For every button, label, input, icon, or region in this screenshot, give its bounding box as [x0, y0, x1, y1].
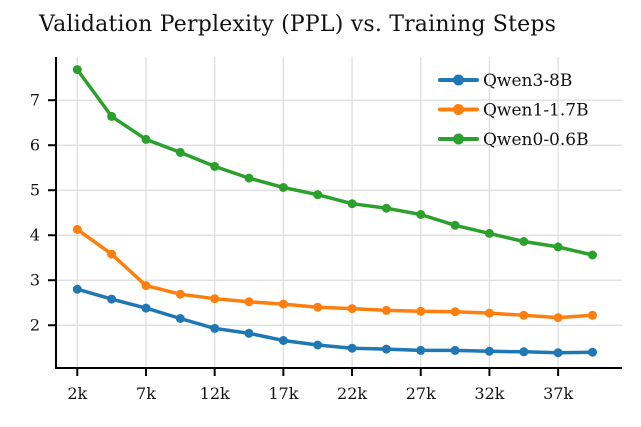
series-marker-qwen3-8b: [210, 323, 220, 333]
series-marker-qwen1-1-7b: [381, 305, 391, 315]
series-marker-qwen0-0-6b: [313, 190, 323, 200]
y-tick-label: 7: [30, 91, 40, 110]
x-tick-label: 12k: [200, 384, 230, 403]
series-line-qwen0-0-6b: [75, 67, 595, 257]
x-tick-label: 27k: [406, 384, 436, 403]
series-marker-qwen0-0-6b: [347, 199, 357, 209]
series-marker-qwen0-0-6b: [519, 237, 529, 246]
series-marker-qwen1-1-7b: [72, 224, 82, 234]
series-line-qwen1-1-7b: [75, 227, 595, 320]
series-marker-qwen1-1-7b: [553, 313, 563, 323]
y-tick-label: 4: [30, 226, 40, 245]
series-marker-qwen1-1-7b: [141, 281, 151, 291]
series-marker-qwen3-8b: [416, 345, 426, 355]
series-marker-qwen3-8b: [588, 347, 597, 357]
series-marker-qwen1-1-7b: [313, 302, 323, 312]
series-marker-qwen3-8b: [553, 348, 563, 358]
y-tick-label: 2: [30, 316, 40, 335]
series-marker-qwen0-0-6b: [175, 147, 185, 157]
legend-item-qwen3-8b: Qwen3-8B: [438, 71, 572, 91]
series-marker-qwen0-0-6b: [588, 250, 597, 260]
series-marker-qwen3-8b: [278, 336, 288, 345]
series-marker-qwen0-0-6b: [553, 242, 563, 252]
x-tick-label: 2k: [67, 384, 87, 403]
series-marker-qwen3-8b: [381, 344, 391, 354]
series-marker-qwen0-0-6b: [416, 210, 426, 219]
series-marker-qwen1-1-7b: [416, 306, 426, 316]
chart-title: Validation Perplexity (PPL) vs. Training…: [39, 12, 557, 37]
series-marker-qwen3-8b: [175, 314, 185, 323]
legend-item-qwen1-1-7b: Qwen1-1.7B: [438, 101, 589, 121]
series-marker-qwen1-1-7b: [210, 294, 220, 304]
series-marker-qwen0-0-6b: [107, 111, 117, 121]
legend-item-qwen0-0-6b: Qwen0-0.6B: [438, 130, 589, 150]
series-marker-qwen1-1-7b: [244, 297, 254, 307]
series-marker-qwen0-0-6b: [450, 220, 460, 230]
series-marker-qwen3-8b: [519, 347, 529, 357]
series-marker-qwen3-8b: [72, 284, 82, 294]
x-tick-label: 32k: [474, 384, 504, 403]
series-marker-qwen3-8b: [244, 328, 254, 338]
series-marker-qwen0-0-6b: [244, 173, 254, 183]
legend: Qwen3-8B Qwen1-1.7B Qwen0-0.6B: [438, 71, 589, 150]
legend-marker-icon: [453, 74, 464, 86]
series-marker-qwen3-8b: [347, 343, 357, 353]
series-marker-qwen1-1-7b: [278, 299, 288, 309]
series-marker-qwen3-8b: [450, 345, 460, 355]
legend-label: Qwen1-1.7B: [483, 101, 589, 121]
series-marker-qwen1-1-7b: [347, 304, 357, 314]
series-marker-qwen0-0-6b: [484, 228, 494, 238]
series-marker-qwen1-1-7b: [175, 289, 185, 299]
y-tick-label: 6: [30, 136, 40, 155]
series-marker-qwen0-0-6b: [381, 203, 391, 213]
series-marker-qwen3-8b: [107, 294, 117, 304]
series-marker-qwen1-1-7b: [519, 310, 529, 320]
series-marker-qwen0-0-6b: [72, 65, 82, 75]
legend-marker-icon: [453, 104, 464, 115]
series-line-qwen3-8b: [75, 287, 595, 355]
x-tick-label: 7k: [136, 384, 156, 403]
series-marker-qwen1-1-7b: [107, 249, 117, 259]
series-marker-qwen0-0-6b: [210, 161, 220, 171]
x-tick-label: 17k: [268, 384, 298, 403]
y-tick-label: 5: [30, 181, 40, 200]
series-marker-qwen3-8b: [141, 303, 151, 313]
legend-label: Qwen0-0.6B: [483, 130, 589, 150]
series-marker-qwen3-8b: [484, 346, 494, 356]
y-tick-label: 3: [30, 271, 40, 290]
legend-label: Qwen3-8B: [483, 71, 572, 91]
series-marker-qwen1-1-7b: [588, 310, 597, 320]
series-marker-qwen0-0-6b: [141, 134, 151, 144]
x-tick-label: 22k: [337, 384, 367, 403]
legend-marker-icon: [453, 133, 464, 145]
series-marker-qwen0-0-6b: [278, 183, 288, 192]
x-tick-label: 37k: [543, 384, 573, 403]
series-marker-qwen3-8b: [313, 340, 323, 350]
series-marker-qwen1-1-7b: [450, 307, 460, 317]
series-marker-qwen1-1-7b: [484, 308, 494, 318]
